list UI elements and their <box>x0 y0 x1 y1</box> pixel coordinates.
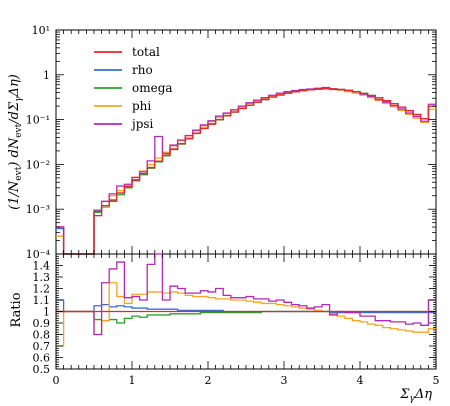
ratio-y-tick-label: 0.5 <box>33 363 51 376</box>
ratio-y-tick-label: 1.2 <box>33 283 51 296</box>
main-y-tick-label: 10⁻² <box>26 158 50 171</box>
x-tick-label: 4 <box>357 374 364 387</box>
ratio-y-tick-label: 1 <box>43 306 50 319</box>
legend-label-jpsi: jpsi <box>130 117 154 131</box>
ratio-curves <box>56 253 436 347</box>
x-tick-label: 3 <box>281 374 288 387</box>
main-plot-frame <box>55 29 437 255</box>
ratio-axes: 0.50.60.70.80.911.11.21.31.40 1 2 3 4 5 <box>33 253 440 387</box>
legend-label-total: total <box>132 45 160 59</box>
main-axes: 10⁻⁴ 10⁻³ 10⁻² 10⁻¹ 1 10¹ <box>26 24 437 261</box>
ratio-y-tick-label: 0.9 <box>33 317 51 330</box>
ratio-series-jpsi <box>56 253 436 336</box>
ratio-y-tick-label: 0.8 <box>33 329 51 342</box>
legend: total rho omega phi jpsi <box>94 45 173 131</box>
legend-label-rho: rho <box>132 63 153 77</box>
main-y-tick-label: 10⁻⁴ <box>26 248 51 261</box>
ratio-y-tick-label: 1.3 <box>33 271 51 284</box>
main-panel: 10⁻⁴ 10⁻³ 10⁻² 10⁻¹ 1 10¹ total rho omega phi jps… <box>7 24 437 261</box>
main-series-phi <box>56 88 436 255</box>
ratio-series-phi <box>56 282 436 347</box>
main-y-tick-label: 1 <box>43 69 50 82</box>
x-tick-label: 0 <box>53 374 60 387</box>
main-series-omega <box>56 88 436 255</box>
x-tick-label: 1 <box>129 374 136 387</box>
main-y-tick-label: 10⁻³ <box>26 203 50 216</box>
main-curves <box>56 86 436 255</box>
ratio-y-tick-label: 0.7 <box>33 340 51 353</box>
main-series-rho <box>56 88 436 255</box>
legend-label-phi: phi <box>132 99 151 113</box>
ratio-series-rho <box>56 299 436 314</box>
ratio-panel: 0.50.60.70.80.911.11.21.31.40 1 2 3 4 5 Ratio <box>9 253 440 387</box>
legend-label-omega: omega <box>132 81 173 95</box>
ratio-y-tick-label: 1.1 <box>33 294 51 307</box>
x-tick-label: 2 <box>205 374 212 387</box>
main-y-tick-label: 10¹ <box>32 24 50 37</box>
ratio-y-axis-label: Ratio <box>9 292 24 327</box>
x-tick-label: 5 <box>433 374 440 387</box>
main-y-axis-label: (1/Nevt) dNevt/dΣγΔη) <box>7 74 24 210</box>
ratio-y-tick-label: 0.6 <box>33 352 51 365</box>
x-axis-label: ΣγΔη <box>399 387 432 404</box>
ratio-y-tick-label: 1.4 <box>33 260 51 273</box>
main-y-tick-label: 10⁻¹ <box>26 114 50 127</box>
main-series-jpsi <box>56 86 436 255</box>
main-series-total <box>56 88 436 255</box>
